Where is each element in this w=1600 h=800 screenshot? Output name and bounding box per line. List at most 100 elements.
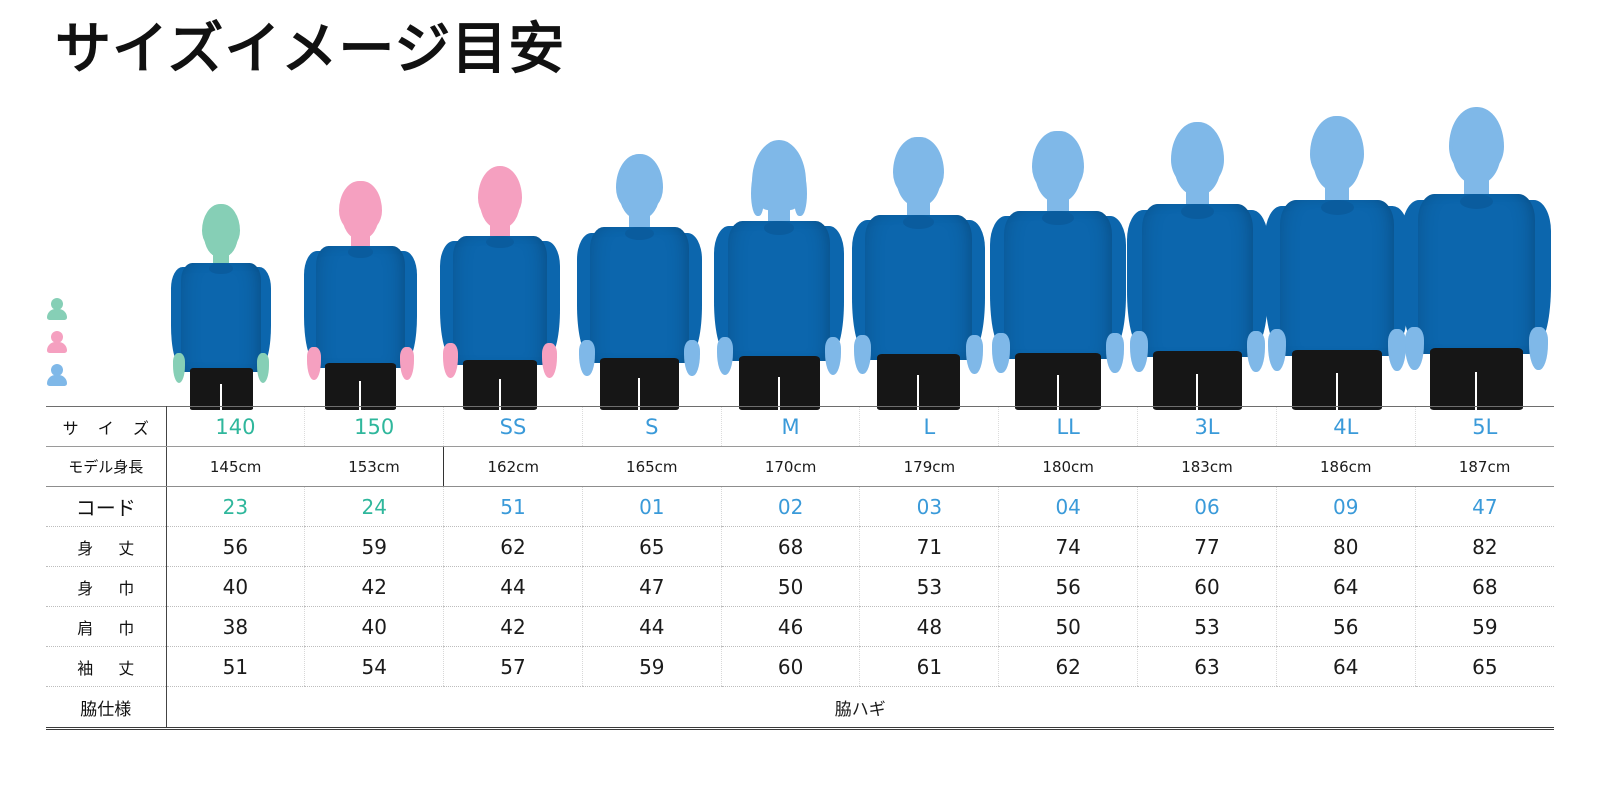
size-table-container: サ イ ズ 140 150 SS S M L LL 3L 4L 5L モデル身長 145cm 153cm… [46, 406, 1554, 730]
model-shorts [1153, 351, 1242, 410]
sleeve-length-cell-150: 54 [304, 646, 444, 687]
sleeve-length-cell-3L: 63 [1137, 646, 1277, 687]
model-figure-LL [987, 125, 1130, 410]
body-length-cell-M: 68 [720, 526, 860, 567]
legend-item-female-model [46, 325, 186, 358]
model-figure-M [712, 140, 847, 410]
model-height-cell-LL: 180cm [998, 446, 1138, 487]
model-collar [1042, 210, 1074, 225]
size-cell-150: 150 [304, 406, 444, 447]
row-label-body-width: 身 巾 [46, 566, 167, 607]
sleeve-length-cell-SS: 57 [443, 646, 583, 687]
body-width-cell-5L: 68 [1414, 566, 1554, 607]
model-height-cell-M: 170cm [721, 446, 860, 487]
model-shorts [1430, 348, 1523, 410]
model-hand-left [854, 334, 872, 374]
size-cell-140: 140 [165, 406, 305, 447]
model-height-cell-4L: 186cm [1276, 446, 1416, 487]
body-width-cell-150: 42 [304, 566, 444, 607]
size-cell-5L: 5L [1414, 406, 1554, 447]
model-figure-5L [1399, 101, 1554, 410]
sleeve-length-cell-LL: 62 [998, 646, 1138, 687]
body-length-cell-L: 71 [859, 526, 999, 567]
size-cell-4L: 4L [1275, 406, 1416, 447]
body-width-cell-LL: 56 [998, 566, 1138, 607]
model-hand-right [1247, 330, 1266, 372]
model-collar [764, 221, 794, 235]
body-width-cell-S: 47 [581, 566, 722, 607]
body-width-cell-L: 53 [859, 566, 999, 607]
shoulder-width-cell-140: 38 [165, 606, 305, 647]
shoulder-width-cell-150: 40 [304, 606, 444, 647]
size-cell-SS: SS [443, 406, 583, 447]
table-row-shoulder-width: 肩 巾 38 40 42 44 46 48 50 53 56 59 [46, 606, 1554, 647]
size-table: サ イ ズ 140 150 SS S M L LL 3L 4L 5L モデル身長 145cm 153cm… [46, 406, 1554, 730]
model-shorts [189, 368, 253, 410]
model-illustration-strip [165, 107, 1565, 410]
body-length-cell-140: 56 [165, 526, 305, 567]
model-shorts [1015, 353, 1101, 410]
model-hand-left [442, 342, 458, 378]
model-hand-right [683, 339, 700, 377]
sleeve-length-cell-S: 59 [581, 646, 722, 687]
model-hand-left [579, 339, 596, 377]
table-row-body-length: 身 丈 56 59 62 65 68 71 74 77 80 82 [46, 526, 1554, 567]
code-cell-5L: 47 [1414, 486, 1554, 527]
size-cell-M: M [720, 406, 860, 447]
female-model-icon [46, 330, 68, 354]
size-cell-LL: LL [998, 406, 1138, 447]
shoulder-width-cell-M: 46 [720, 606, 860, 647]
model-shirt [316, 246, 405, 368]
row-label-side-spec: 脇仕様 [46, 686, 167, 730]
model-collar [486, 235, 514, 249]
model-hand-left [716, 337, 734, 375]
body-width-cell-SS: 44 [443, 566, 583, 607]
body-length-cell-150: 59 [304, 526, 444, 567]
model-shorts [738, 356, 820, 410]
model-height-cell-L: 179cm [859, 446, 999, 487]
row-label-shoulder-width: 肩 巾 [46, 606, 167, 647]
row-label-body-length: 身 丈 [46, 526, 167, 567]
side-spec-value: 脇ハギ [166, 686, 1554, 730]
model-shorts [600, 357, 679, 410]
code-cell-LL: 04 [998, 486, 1138, 527]
model-hand-left [1268, 329, 1286, 371]
sleeve-length-cell-M: 60 [720, 646, 860, 687]
body-width-cell-140: 40 [165, 566, 305, 607]
body-length-cell-S: 65 [581, 526, 722, 567]
legend-item-male-model [46, 358, 186, 391]
table-row-model-height: モデル身長 145cm 153cm 162cm 165cm 170cm 179cm 180cm… [46, 446, 1554, 487]
model-shirt [452, 235, 548, 366]
child-model-icon [46, 297, 68, 321]
table-row-sleeve-length: 袖 丈 51 54 57 59 60 61 62 63 64 65 [46, 646, 1554, 687]
model-hand-right [965, 334, 983, 374]
model-height-cell-3L: 183cm [1137, 446, 1277, 487]
shoulder-width-cell-L: 48 [859, 606, 999, 647]
model-collar [1459, 193, 1494, 210]
model-hand-left [1405, 326, 1424, 370]
model-hand-right [256, 353, 270, 383]
row-label-model-height: モデル身長 [46, 446, 167, 487]
code-cell-SS: 51 [443, 486, 583, 527]
model-figure-150 [302, 176, 419, 410]
model-shirt [1280, 200, 1394, 356]
sleeve-length-cell-140: 51 [165, 646, 305, 687]
model-hand-right [1388, 329, 1406, 371]
code-cell-M: 02 [720, 486, 860, 527]
body-length-cell-3L: 77 [1137, 526, 1277, 567]
code-cell-S: 01 [581, 486, 722, 527]
code-cell-L: 03 [859, 486, 999, 527]
body-width-cell-3L: 60 [1137, 566, 1277, 607]
row-label-sleeve-length: 袖 丈 [46, 646, 167, 687]
model-shorts [876, 354, 961, 410]
model-hand-left [306, 346, 321, 380]
page-title: サイズイメージ目安 [55, 17, 566, 82]
row-label-size: サ イ ズ [46, 406, 167, 447]
model-height-cell-S: 165cm [582, 446, 722, 487]
shoulder-width-cell-4L: 56 [1275, 606, 1416, 647]
shoulder-width-cell-5L: 59 [1414, 606, 1554, 647]
model-hand-right [824, 337, 842, 375]
shoulder-width-cell-SS: 42 [443, 606, 583, 647]
model-figure-4L [1262, 110, 1412, 410]
model-hand-right [542, 342, 558, 378]
